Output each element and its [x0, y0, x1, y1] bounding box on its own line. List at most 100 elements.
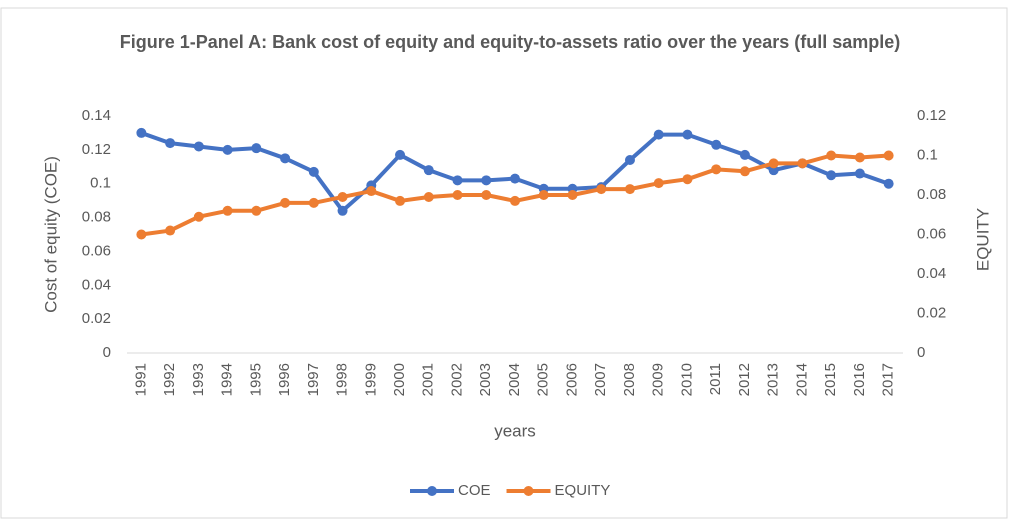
y-tick-label: 0.08 [82, 209, 111, 226]
y-tick-label: 0.1 [90, 175, 111, 192]
x-tick-label: 2007 [592, 363, 609, 396]
data-point [337, 191, 348, 202]
data-point [883, 150, 894, 161]
y2-tick-label: 0.06 [917, 225, 946, 242]
data-point [280, 197, 291, 208]
x-tick-label: 2004 [506, 363, 523, 396]
data-point [452, 190, 463, 200]
chart-title: Figure 1-Panel A: Bank cost of equity an… [119, 32, 901, 52]
x-tick-label: 2000 [391, 363, 408, 396]
data-point [136, 127, 147, 138]
x-axis-label: years [494, 421, 536, 440]
data-point [768, 158, 779, 169]
x-tick-label: 2010 [678, 363, 695, 396]
x-tick-label: 2002 [448, 363, 465, 396]
data-point [567, 190, 578, 200]
data-point [596, 184, 607, 195]
x-tick-label: 1992 [161, 363, 178, 396]
x-tick-label: 2003 [477, 363, 494, 396]
data-point [883, 178, 894, 189]
data-point [510, 195, 520, 206]
data-point [797, 158, 808, 169]
legend-marker [427, 486, 437, 496]
x-tick-label: 2014 [793, 363, 810, 396]
chart-border [0, 7, 1008, 519]
x-tick-label: 2012 [736, 363, 753, 396]
data-point [165, 138, 176, 149]
data-point [682, 174, 693, 185]
data-point [395, 149, 406, 160]
data-point [854, 168, 865, 179]
x-tick-label: 1998 [334, 363, 351, 396]
legend-label: COE [458, 482, 491, 499]
data-point [222, 205, 233, 216]
data-point [423, 165, 434, 176]
y-tick-label: 0.06 [82, 242, 111, 259]
y-tick-label: 0 [103, 344, 111, 361]
data-point [624, 184, 635, 195]
data-point [251, 143, 262, 154]
data-point [165, 225, 176, 236]
data-point [739, 166, 750, 177]
y2-axis-label: EQUITY [973, 208, 992, 271]
y2-tick-label: 0.02 [917, 304, 946, 321]
y-tick-label: 0.02 [82, 310, 111, 327]
x-tick-label: 1999 [362, 363, 379, 396]
y-tick-label: 0.04 [82, 276, 111, 293]
x-tick-label: 2013 [765, 363, 782, 396]
data-point [366, 186, 377, 197]
data-point [711, 164, 722, 175]
x-tick-label: 1991 [132, 363, 149, 396]
x-tick-label: 2015 [822, 363, 839, 396]
y2-tick-label: 0 [917, 344, 925, 361]
y2-tick-label: 0.12 [917, 107, 946, 124]
x-tick-label: 1995 [247, 363, 264, 396]
x-tick-label: 2001 [420, 363, 437, 396]
x-tick-label: 2008 [621, 363, 638, 396]
x-tick-label: 2016 [851, 363, 868, 396]
x-tick-label: 1997 [305, 363, 322, 396]
x-tick-label: 1994 [219, 363, 236, 396]
y-axis-label: Cost of equity (COE) [41, 156, 60, 313]
x-tick-label: 2017 [880, 363, 897, 396]
data-point [452, 175, 463, 186]
data-point [711, 139, 722, 150]
y-tick-label: 0.12 [82, 141, 111, 158]
data-point [653, 129, 664, 140]
x-tick-label: 1996 [276, 363, 293, 396]
data-point [280, 153, 291, 164]
y2-tick-label: 0.1 [917, 146, 938, 163]
legend-marker [523, 486, 534, 496]
data-point [193, 141, 204, 152]
x-tick-label: 1993 [190, 363, 207, 396]
data-point [308, 197, 319, 208]
data-point [395, 195, 406, 206]
data-point [624, 155, 635, 166]
data-point [538, 190, 549, 200]
data-point [193, 211, 204, 222]
data-point [251, 205, 262, 216]
x-tick-label: 2009 [650, 363, 667, 396]
data-point [423, 191, 434, 202]
data-point [136, 229, 147, 240]
data-point [481, 190, 492, 200]
data-point [308, 166, 319, 177]
data-point [510, 173, 520, 184]
data-point [222, 144, 233, 155]
data-point [739, 149, 750, 160]
y2-tick-label: 0.08 [917, 186, 946, 203]
data-point [826, 170, 837, 181]
data-point [337, 205, 348, 216]
y-tick-label: 0.14 [82, 107, 111, 124]
data-point [653, 178, 664, 189]
data-point [481, 175, 492, 186]
x-tick-label: 2006 [563, 363, 580, 396]
y2-tick-label: 0.04 [917, 265, 946, 282]
data-point [682, 129, 693, 140]
legend-label: EQUITY [555, 482, 611, 499]
x-tick-label: 2011 [707, 363, 724, 395]
x-tick-label: 2005 [535, 363, 552, 396]
data-point [826, 150, 837, 161]
